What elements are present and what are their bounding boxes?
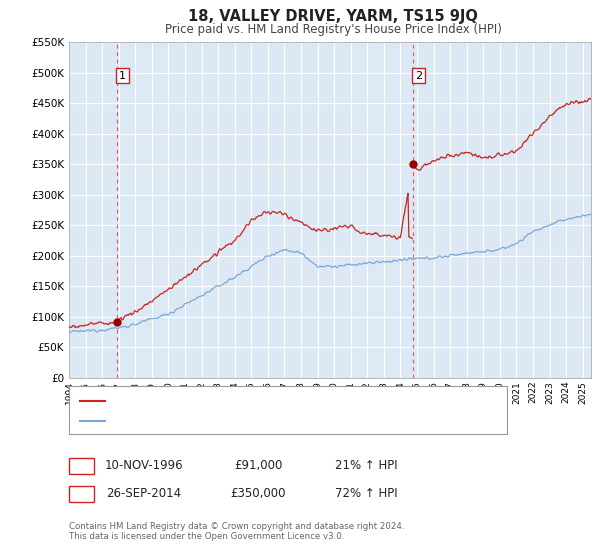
Text: 72% ↑ HPI: 72% ↑ HPI (335, 487, 397, 501)
Text: 21% ↑ HPI: 21% ↑ HPI (335, 459, 397, 473)
Text: £91,000: £91,000 (234, 459, 282, 473)
Text: Price paid vs. HM Land Registry's House Price Index (HPI): Price paid vs. HM Land Registry's House … (164, 22, 502, 36)
Text: HPI: Average price, detached house, Stockton-on-Tees: HPI: Average price, detached house, Stoc… (111, 416, 380, 426)
Text: Contains HM Land Registry data © Crown copyright and database right 2024.
This d: Contains HM Land Registry data © Crown c… (69, 522, 404, 542)
Text: £350,000: £350,000 (230, 487, 286, 501)
Text: 1: 1 (78, 459, 85, 473)
Text: 18, VALLEY DRIVE, YARM, TS15 9JQ: 18, VALLEY DRIVE, YARM, TS15 9JQ (188, 10, 478, 24)
Text: 2: 2 (78, 487, 85, 501)
Text: 1: 1 (119, 71, 126, 81)
Text: 10-NOV-1996: 10-NOV-1996 (104, 459, 184, 473)
Text: 18, VALLEY DRIVE, YARM, TS15 9JQ (detached house): 18, VALLEY DRIVE, YARM, TS15 9JQ (detach… (111, 396, 376, 405)
Text: 26-SEP-2014: 26-SEP-2014 (106, 487, 182, 501)
Text: 2: 2 (415, 71, 422, 81)
